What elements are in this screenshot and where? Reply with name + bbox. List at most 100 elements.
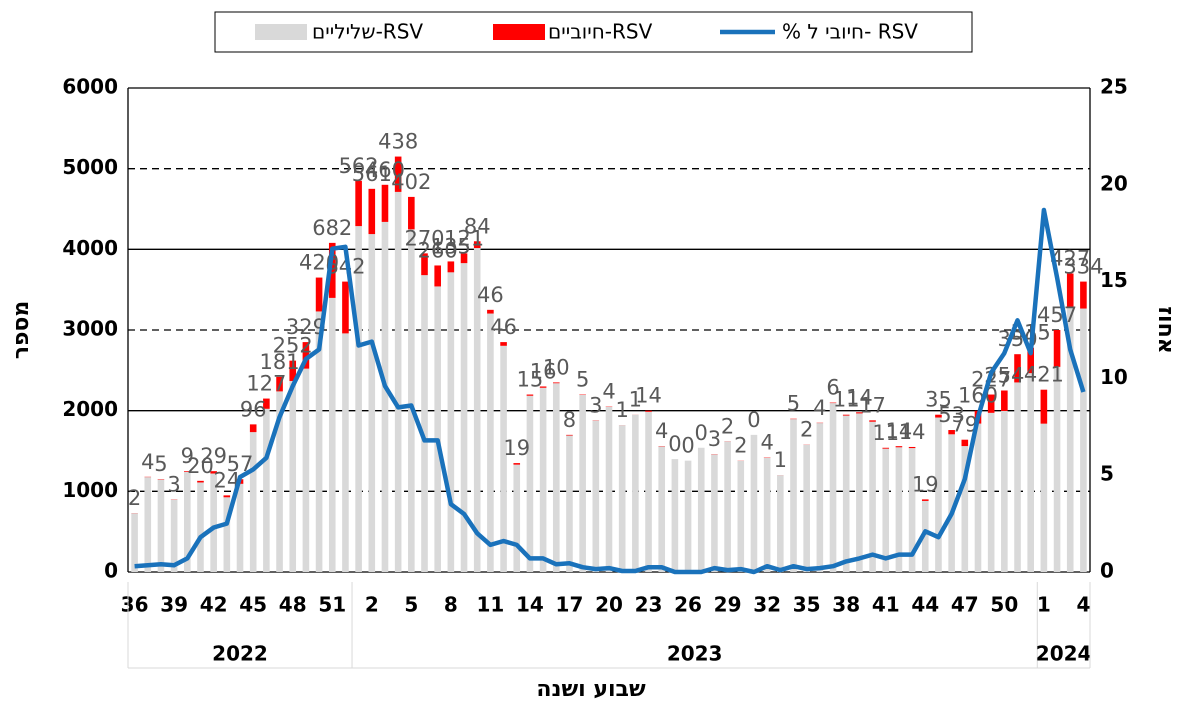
data-label: 1 [615,398,628,422]
bar-segment [382,222,389,572]
bar-segment [830,403,837,572]
x-tick-label: 23 [635,593,663,617]
y-tick-label: 1000 [62,478,118,502]
group-label: 2022 [212,642,268,666]
data-label: 8 [563,408,576,432]
y-tick-label: 4000 [62,236,118,260]
data-label: 2 [128,486,141,510]
x-tick-label: 2 [365,593,379,617]
bar-segment [421,275,428,572]
bar-segment [434,265,441,286]
bar-segment [500,342,507,346]
y2-tick-label: 5 [1100,462,1114,486]
bar-segment [645,412,652,572]
bar-segment [566,435,573,436]
bar-segment [1054,367,1061,572]
bar-segment [408,229,415,572]
data-label: 4 [655,419,668,443]
bar-segment [1054,330,1061,367]
bar-segment [303,369,310,572]
x-tick-label: 14 [516,593,544,617]
data-label: 5 [576,368,589,392]
bar-segment [1001,391,1008,411]
x-tick-label: 32 [753,593,781,617]
legend-label: שליליים-RSV [312,20,423,44]
x-tick-label: 47 [951,593,979,617]
bar-segment [158,480,165,572]
bar-segment [171,500,178,572]
data-label: 0 [747,408,760,432]
x-tick-label: 35 [793,593,821,617]
bar-segment [395,192,402,572]
bar-segment [619,425,626,572]
x-tick-label: 48 [279,593,307,617]
bar-segment [144,477,151,572]
x-tick-label: 50 [990,593,1018,617]
data-label: 3 [589,393,602,417]
bar-segment [342,282,349,334]
bar-segment [197,482,204,572]
bar-segment [737,461,744,572]
group-label: 2023 [667,642,723,666]
x-tick-label: 41 [872,593,900,617]
bar-segment [527,395,534,396]
bar-segment [724,441,731,572]
x-tick-label: 4 [1076,593,1090,617]
bar-segment [843,415,850,416]
bar-segment [237,484,244,572]
bar-segment [685,461,692,572]
bar-segment [975,424,982,572]
data-label: 2 [734,434,747,458]
bar-segment [224,495,231,497]
data-label: 4 [602,380,615,404]
bar-segment [342,333,349,572]
y-tick-label: 5000 [62,155,118,179]
bar-segment [593,421,600,572]
bar-segment [962,440,969,446]
x-tick-label: 11 [476,593,504,617]
data-label: 421 [1024,363,1064,387]
bar-segment [131,513,138,572]
data-label: 3 [167,472,180,496]
legend-swatch [255,24,307,40]
data-label: 0 [681,434,694,458]
data-label: 5 [787,392,800,416]
data-label: 682 [312,216,352,240]
x-tick-label: 45 [239,593,267,617]
y2-tick-label: 20 [1100,171,1128,195]
data-label: 4 [760,430,773,454]
bar-segment [672,459,679,572]
bar-segment [698,448,705,572]
x-axis-title: שבוע ושנה [536,677,646,702]
data-label: 438 [378,130,418,154]
data-label: 0 [695,421,708,445]
bar-segment [408,197,415,229]
data-label: 2 [721,414,734,438]
bar-segment [355,181,362,226]
data-label: 1 [774,448,787,472]
bar-segment [197,481,204,483]
x-tick-label: 44 [911,593,939,617]
bar-segment [487,310,494,314]
y-tick-label: 0 [104,559,118,583]
data-label: 10 [543,355,570,379]
bar-segment [645,411,652,412]
bar-segment [553,383,560,572]
y2-tick-label: 10 [1100,365,1128,389]
x-tick-label: 38 [832,593,860,617]
x-tick-label: 29 [714,593,742,617]
data-label: 5 [154,452,167,476]
bar-segment [540,388,547,572]
data-label: 127 [246,372,286,396]
bar-segment [1080,309,1087,572]
data-label: 0 [668,432,681,456]
bar-segment [513,463,520,465]
x-tick-label: 1 [1037,593,1051,617]
bar-segment [817,423,824,572]
bar-segment [448,272,455,572]
bar-segment [843,416,850,572]
bar-segment [1041,390,1048,424]
bar-segment [329,298,336,572]
group-label: 2024 [1036,642,1092,666]
